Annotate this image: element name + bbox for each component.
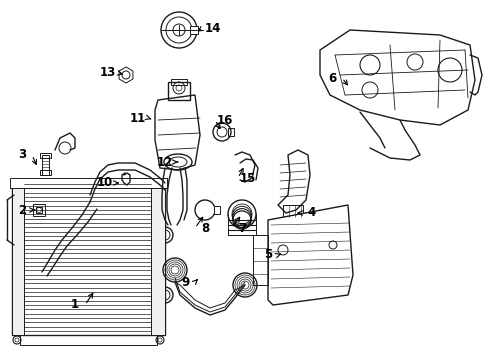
Polygon shape: [10, 178, 167, 188]
Text: 10: 10: [97, 176, 113, 189]
Bar: [171, 79, 186, 85]
Text: 7: 7: [238, 221, 245, 234]
Circle shape: [161, 12, 197, 48]
Text: 9: 9: [181, 275, 189, 288]
Circle shape: [437, 58, 461, 82]
Polygon shape: [267, 205, 352, 305]
Text: 2: 2: [18, 203, 26, 216]
Polygon shape: [278, 150, 309, 213]
Circle shape: [406, 54, 422, 70]
Bar: [214, 206, 220, 214]
Bar: [40, 153, 51, 158]
Text: 8: 8: [201, 221, 209, 234]
Bar: [42, 155, 49, 175]
Text: 12: 12: [157, 156, 173, 168]
Text: 14: 14: [204, 22, 221, 35]
Bar: [227, 128, 234, 136]
Polygon shape: [119, 67, 133, 83]
Polygon shape: [12, 180, 24, 335]
Text: 11: 11: [130, 112, 146, 125]
Text: 1: 1: [71, 298, 79, 311]
Bar: [190, 26, 198, 34]
Polygon shape: [151, 180, 164, 335]
Bar: [33, 204, 45, 216]
Text: 13: 13: [100, 67, 116, 80]
Text: 16: 16: [216, 113, 233, 126]
Circle shape: [361, 82, 377, 98]
Polygon shape: [155, 95, 200, 170]
Text: 4: 4: [307, 207, 315, 220]
Bar: [40, 170, 51, 175]
Text: 6: 6: [327, 72, 335, 85]
Text: 15: 15: [239, 171, 256, 184]
Bar: [168, 82, 190, 100]
Text: 5: 5: [264, 248, 271, 261]
Polygon shape: [319, 30, 474, 125]
Circle shape: [359, 55, 379, 75]
Bar: [36, 207, 42, 213]
Text: 3: 3: [18, 148, 26, 162]
